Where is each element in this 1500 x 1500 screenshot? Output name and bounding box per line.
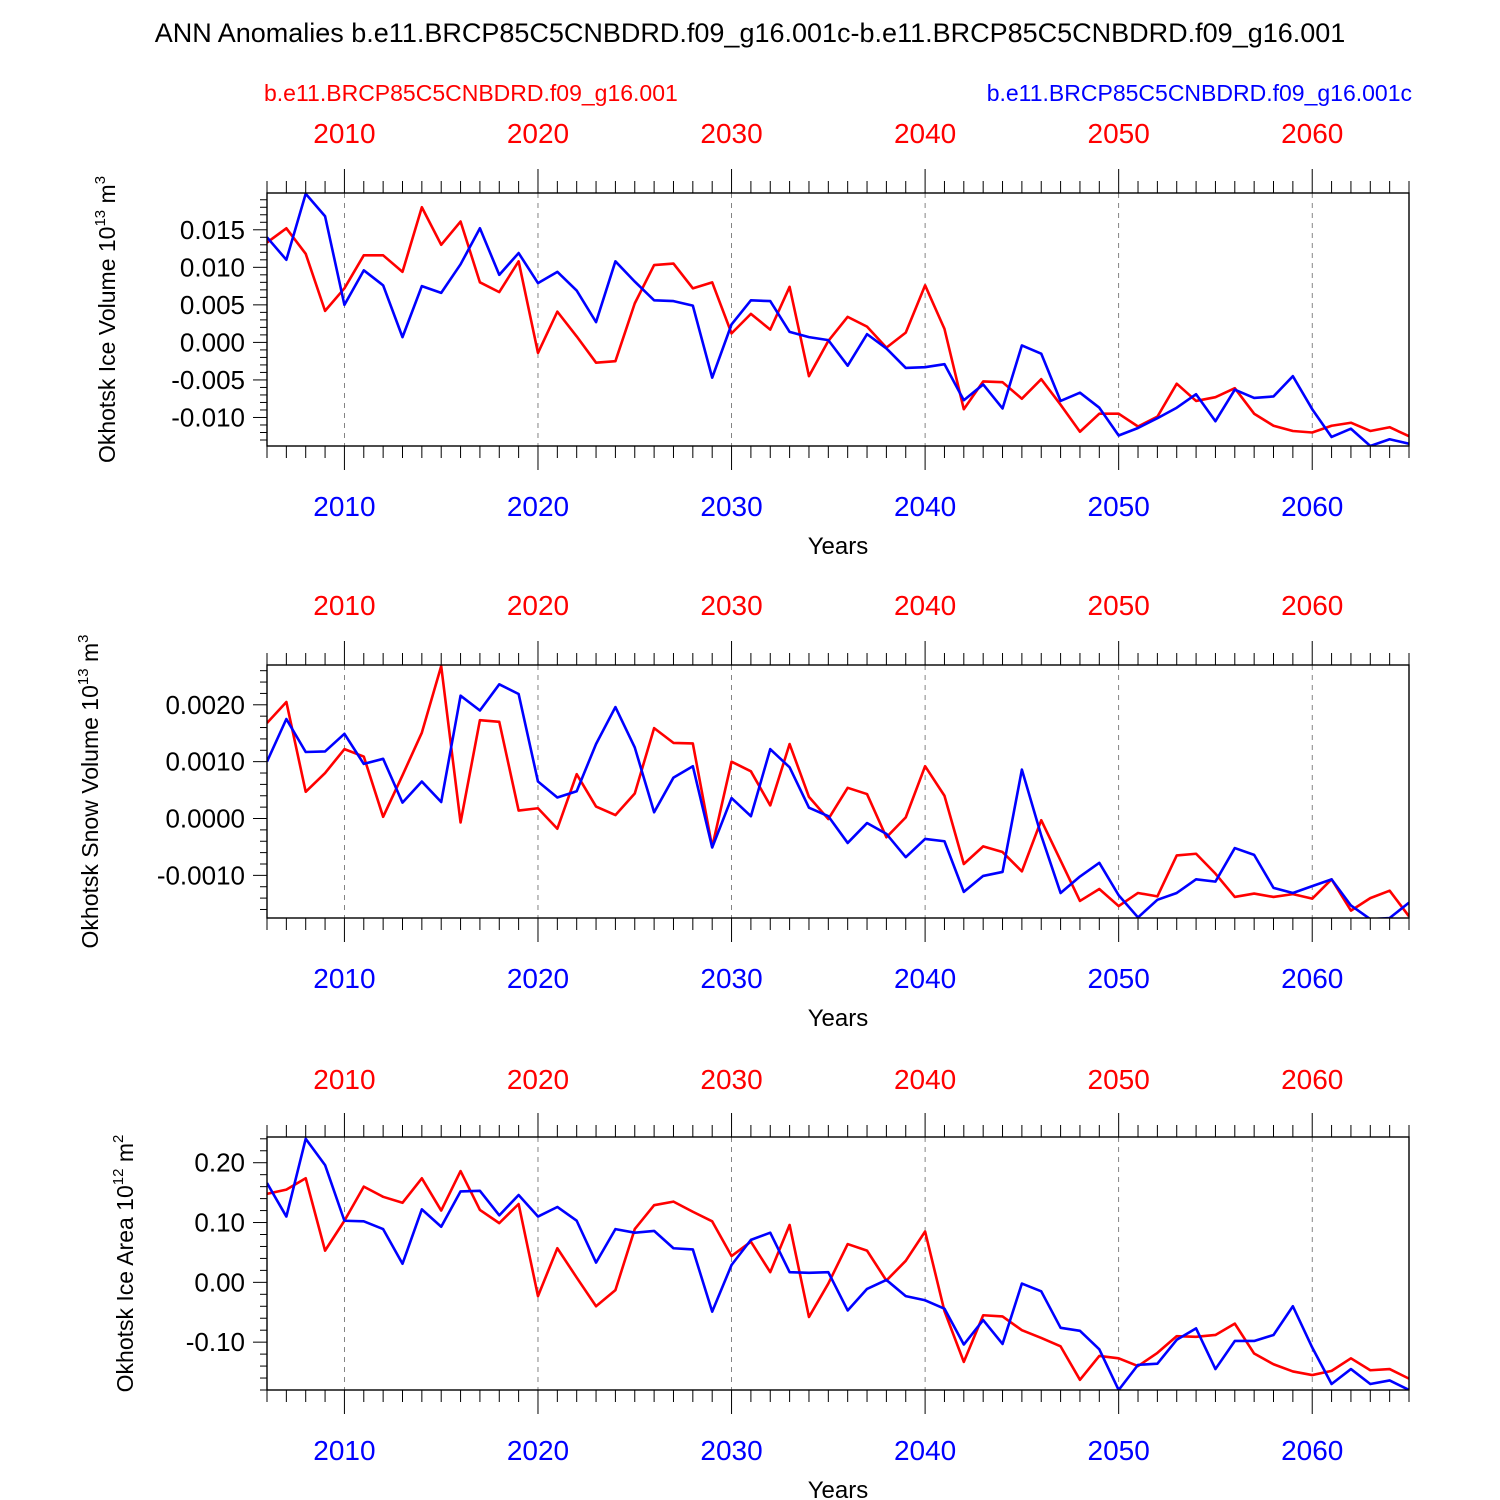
series-line-blue bbox=[267, 683, 1409, 918]
x-tick-label-bottom: 2010 bbox=[313, 1435, 375, 1466]
x-tick-label-top: 2040 bbox=[894, 590, 956, 621]
x-tick-label-top: 2020 bbox=[507, 1064, 569, 1095]
x-tick-label-top: 2020 bbox=[507, 590, 569, 621]
x-tick-label-top: 2040 bbox=[894, 1064, 956, 1095]
y-tick-label: -0.10 bbox=[186, 1327, 245, 1357]
y-axis-label: Okhotsk Ice Volume 1013 m3 bbox=[92, 176, 120, 463]
x-tick-label-bottom: 2030 bbox=[700, 1435, 762, 1466]
x-tick-label-top: 2050 bbox=[1088, 1064, 1150, 1095]
x-tick-label-top: 2060 bbox=[1281, 590, 1343, 621]
y-tick-label: 0.0000 bbox=[165, 804, 245, 834]
x-tick-label-bottom: 2030 bbox=[700, 491, 762, 522]
y-tick-label: -0.005 bbox=[171, 365, 245, 395]
x-tick-label-bottom: 2010 bbox=[313, 491, 375, 522]
x-tick-label-top: 2030 bbox=[700, 590, 762, 621]
x-tick-label-bottom: 2020 bbox=[507, 491, 569, 522]
x-axis-label: Years bbox=[808, 1005, 869, 1032]
plot-frame bbox=[266, 664, 1410, 919]
y-tick-label: 0.20 bbox=[194, 1148, 245, 1178]
y-tick-label: 0.0010 bbox=[165, 747, 245, 777]
panel-3: -0.10 0.00 0.10 0.20 2010 2010 2020 2020 2030 203… bbox=[110, 1064, 1410, 1500]
x-axis-label: Years bbox=[808, 533, 869, 560]
x-tick-label-bottom: 2060 bbox=[1281, 1435, 1343, 1466]
panel-1: -0.010 -0.005 0.000 0.005 0.010 0.015 2010 2010… bbox=[92, 118, 1410, 560]
y-tick-label: 0.10 bbox=[194, 1208, 245, 1238]
x-tick-label-bottom: 2060 bbox=[1281, 491, 1343, 522]
legend-blue-series-label: b.e11.BRCP85C5CNBDRD.f09_g16.001c bbox=[986, 80, 1412, 106]
x-tick-label-bottom: 2050 bbox=[1088, 491, 1150, 522]
x-tick-label-bottom: 2050 bbox=[1088, 1435, 1150, 1466]
y-axis-label: Okhotsk Ice Area 1012 m2 bbox=[110, 1135, 138, 1393]
x-tick-label-top: 2060 bbox=[1281, 118, 1343, 149]
panel-2: -0.0010 0.0000 0.0010 0.0020 2010 2010 2020 202… bbox=[75, 590, 1410, 1032]
x-tick-label-bottom: 2020 bbox=[507, 1435, 569, 1466]
y-axis-label: Okhotsk Snow Volume 1013 m3 bbox=[75, 635, 103, 949]
x-tick-label-top: 2010 bbox=[313, 118, 375, 149]
legend-red-series-label: b.e11.BRCP85C5CNBDRD.f09_g16.001 bbox=[264, 80, 678, 106]
x-axis-label: Years bbox=[808, 1477, 869, 1500]
series-line-red bbox=[267, 665, 1409, 918]
x-tick-label-top: 2010 bbox=[313, 590, 375, 621]
x-tick-label-top: 2050 bbox=[1088, 118, 1150, 149]
x-tick-label-top: 2030 bbox=[700, 118, 762, 149]
y-tick-label: 0.0020 bbox=[165, 690, 245, 720]
x-tick-label-top: 2020 bbox=[507, 118, 569, 149]
y-tick-label: 0.015 bbox=[180, 215, 245, 245]
series-line-blue bbox=[267, 1137, 1409, 1390]
x-tick-label-top: 2010 bbox=[313, 1064, 375, 1095]
x-tick-label-bottom: 2050 bbox=[1088, 963, 1150, 994]
x-tick-label-top: 2030 bbox=[700, 1064, 762, 1095]
x-tick-label-bottom: 2060 bbox=[1281, 963, 1343, 994]
x-tick-label-bottom: 2030 bbox=[700, 963, 762, 994]
x-tick-label-bottom: 2020 bbox=[507, 963, 569, 994]
y-tick-label: 0.005 bbox=[180, 290, 245, 320]
x-tick-label-bottom: 2040 bbox=[894, 1435, 956, 1466]
x-tick-label-top: 2040 bbox=[894, 118, 956, 149]
x-tick-label-bottom: 2040 bbox=[894, 491, 956, 522]
y-tick-label: 0.00 bbox=[194, 1267, 245, 1297]
y-tick-label: 0.000 bbox=[180, 327, 245, 357]
plot-frame bbox=[266, 1136, 1410, 1391]
y-tick-label: -0.010 bbox=[171, 402, 245, 432]
x-tick-label-top: 2060 bbox=[1281, 1064, 1343, 1095]
series-line-blue bbox=[267, 193, 1409, 446]
series-line-red bbox=[267, 205, 1409, 438]
y-tick-label: -0.0010 bbox=[157, 860, 245, 890]
x-tick-label-top: 2050 bbox=[1088, 590, 1150, 621]
y-tick-label: 0.010 bbox=[180, 252, 245, 282]
x-tick-label-bottom: 2010 bbox=[313, 963, 375, 994]
plot-frame bbox=[266, 192, 1410, 447]
figure-title: ANN Anomalies b.e11.BRCP85C5CNBDRD.f09_g… bbox=[154, 18, 1346, 48]
x-tick-label-bottom: 2040 bbox=[894, 963, 956, 994]
series-line-red bbox=[267, 1169, 1409, 1382]
